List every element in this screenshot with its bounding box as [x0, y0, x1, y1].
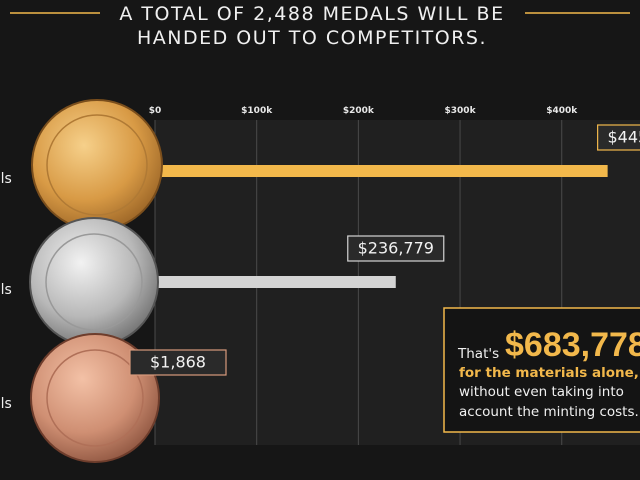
callout-amount: $683,778 — [505, 326, 640, 364]
x-tick-label: $0 — [149, 106, 162, 116]
value-label: $445,131 — [607, 128, 640, 147]
value-label-box — [347, 235, 445, 262]
title: A TOTAL OF 2,488 MEDALS WILL BE — [119, 3, 504, 25]
callout-line: account the minting costs. — [459, 404, 639, 420]
x-tick-label: $200k — [343, 106, 375, 116]
category-label: als — [0, 282, 12, 298]
medal-ring — [46, 349, 144, 447]
callout-line: without even taking into — [459, 384, 624, 400]
medals — [29, 99, 163, 463]
medal-ring — [45, 233, 143, 331]
callout-box — [443, 307, 640, 433]
value-label: $1,868 — [150, 353, 206, 372]
silver-medal — [29, 217, 159, 347]
bar — [155, 276, 396, 288]
x-tick-label: $300k — [445, 106, 477, 116]
gold-medal — [31, 99, 163, 231]
category-label: als — [0, 171, 12, 187]
plot — [154, 120, 608, 445]
category-label: als — [0, 396, 12, 412]
value-label-box — [129, 349, 227, 376]
x-tick-label: $100k — [241, 106, 273, 116]
value-label-box — [597, 124, 640, 151]
x-tick-label: $400k — [546, 106, 578, 116]
bar — [155, 165, 608, 177]
value-label: $236,779 — [358, 239, 434, 258]
callout-line: for the materials alone, — [459, 365, 639, 381]
subtitle: HANDED OUT TO COMPETITORS. — [137, 27, 487, 49]
callout-lead: That's — [457, 346, 499, 362]
labels: $0 $100k $200k $300k $400k als $445,131 als $236… — [0, 106, 640, 412]
bronze-medal — [30, 333, 160, 463]
medal-ring — [46, 114, 148, 216]
